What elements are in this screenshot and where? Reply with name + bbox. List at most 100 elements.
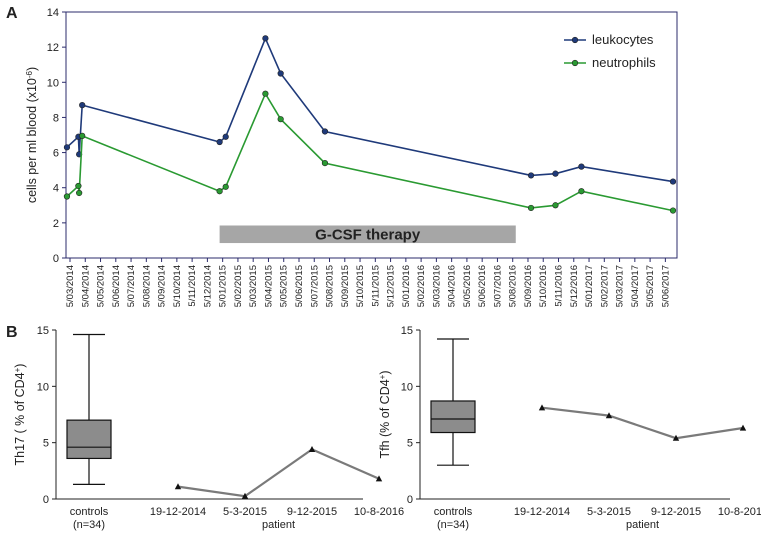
legend-marker-leukocytes (571, 36, 579, 44)
neutrophils-point (75, 182, 82, 190)
x-tick-label: 5/06/2017 (660, 265, 671, 307)
tfh-chart: 0 5 10 15 Tfh (% of CD4+) controls(n=34) 19-12… (378, 325, 761, 531)
neutrophils-point (669, 207, 677, 214)
x-tick-label: 5/06/2016 (477, 265, 488, 307)
y-tick-label: 12 (47, 42, 59, 54)
x-tick-label: 5/09/2014 (157, 265, 168, 307)
y-tick-label: 4 (53, 183, 59, 195)
x-tick-label: 5/11/2016 (554, 265, 565, 307)
date-label: 10-8-2016 (354, 506, 404, 518)
x-tick-label: 5/05/2017 (645, 265, 656, 307)
y-axis-title: Tfh (% of CD4+) (378, 370, 393, 458)
x-tick-label: 5/06/2015 (294, 265, 305, 307)
x-tick-label: 5/05/2015 (279, 265, 290, 307)
leukocytes-point (262, 35, 269, 42)
x-tick-label: 5/10/2015 (355, 265, 366, 307)
th17-chart: 0 5 10 15 Th17 ( % of CD4+) controls(n=34) 19-… (13, 325, 405, 531)
date-label: 10-8-2016 (718, 506, 761, 518)
x-tick-label: 5/02/2017 (599, 265, 610, 307)
leukocyte-neutrophil-chart: 0 2 4 6 8 10 12 14 5/03/2014 5/04/2014 5/05/2014 5/… (25, 7, 678, 307)
x-tick-label: 5/01/2016 (401, 265, 412, 307)
patient-point (538, 404, 546, 411)
x-tick-label: 5/09/2016 (523, 265, 534, 307)
date-label: 19-12-2014 (514, 506, 570, 518)
leukocytes-point (527, 172, 535, 179)
leukocytes-point (321, 128, 329, 135)
controls-label: controls (70, 506, 109, 518)
neutrophils-point (76, 189, 83, 197)
leukocytes-point (216, 138, 223, 146)
patient-point (672, 434, 680, 441)
patient-point (241, 492, 249, 499)
neutrophils-point (262, 90, 269, 97)
neutrophils-point (79, 132, 86, 139)
x-tick-label: 5/03/2017 (615, 265, 626, 307)
x-tick-label: 5/01/2017 (584, 265, 595, 307)
leukocytes-point (552, 170, 559, 177)
x-tick-label: 5/12/2016 (569, 265, 580, 307)
x-tick-label: 5/08/2016 (508, 265, 519, 307)
y-tick-label: 0 (407, 494, 413, 506)
date-label: 5-3-2015 (223, 506, 267, 518)
y-tick-label: 15 (401, 325, 413, 337)
gcsf-therapy-bar (219, 225, 516, 244)
y-tick-label: 8 (53, 112, 59, 124)
date-label: 9-12-2015 (287, 506, 337, 518)
x-tick-label: 5/04/2016 (447, 265, 458, 307)
x-tick-label: 5/04/2015 (263, 265, 274, 307)
neutrophils-point (63, 193, 71, 200)
leukocytes-point (578, 163, 585, 170)
x-tick-label: 5/04/2014 (80, 265, 91, 307)
legend-marker-neutrophils (571, 59, 579, 67)
leukocytes-point (277, 70, 284, 77)
panel-label-b: B (6, 324, 18, 341)
x-axis-title: patient (626, 519, 659, 531)
y-tick-label: 10 (37, 381, 49, 393)
x-tick-label: 5/07/2016 (492, 265, 503, 307)
x-tick-label: 5/05/2016 (462, 265, 473, 307)
patient-line (541, 406, 744, 440)
y-axis-title: Th17 ( % of CD4+) (13, 364, 28, 466)
x-tick-label: 5/12/2015 (386, 265, 397, 307)
x-tick-label: 5/12/2014 (202, 265, 213, 307)
neutrophils-point (578, 188, 585, 195)
y-axis-title: cells per ml blood (x10-6) (25, 67, 40, 203)
x-tick-label: 5/01/2015 (218, 265, 229, 307)
legend-label-neutrophils: neutrophils (592, 55, 656, 70)
neutrophils-point (222, 183, 229, 190)
y-tick-label: 6 (53, 148, 59, 160)
y-tick-label: 15 (37, 325, 49, 337)
panel-label-a: A (6, 5, 18, 22)
controls-n-label: (n=34) (437, 519, 469, 531)
legend-label-leukocytes: leukocytes (592, 32, 654, 47)
patient-point (605, 412, 613, 419)
leukocytes-point (669, 178, 677, 185)
date-label: 5-3-2015 (587, 506, 631, 518)
x-tick-label: 5/11/2015 (370, 265, 381, 307)
controls-box (66, 419, 112, 460)
x-tick-label: 5/03/2016 (431, 265, 442, 307)
x-tick-label: 5/10/2016 (538, 265, 549, 307)
neutrophils-point (216, 188, 223, 195)
leukocytes-point (79, 102, 86, 109)
neutrophils-point (552, 202, 559, 209)
x-tick-label: 5/02/2015 (233, 265, 244, 307)
x-tick-label: 5/09/2015 (340, 265, 351, 307)
x-tick-label: 5/03/2014 (65, 265, 76, 307)
neutrophils-point (277, 116, 284, 123)
x-tick-label: 5/07/2015 (309, 265, 320, 307)
leukocytes-point (222, 133, 229, 140)
y-tick-label: 14 (47, 7, 59, 19)
controls-label: controls (434, 506, 473, 518)
x-tick-label: 5/06/2014 (111, 265, 122, 307)
y-tick-label: 2 (53, 218, 59, 230)
y-tick-label: 0 (43, 494, 49, 506)
gcsf-therapy-label: G-CSF therapy (315, 226, 421, 243)
neutrophils-point (527, 204, 535, 212)
x-tick-label: 5/08/2015 (325, 265, 336, 307)
x-tick-label: 5/04/2017 (630, 265, 641, 307)
y-tick-label: 5 (43, 438, 49, 450)
y-tick-label: 10 (47, 77, 59, 89)
controls-box (430, 400, 476, 434)
